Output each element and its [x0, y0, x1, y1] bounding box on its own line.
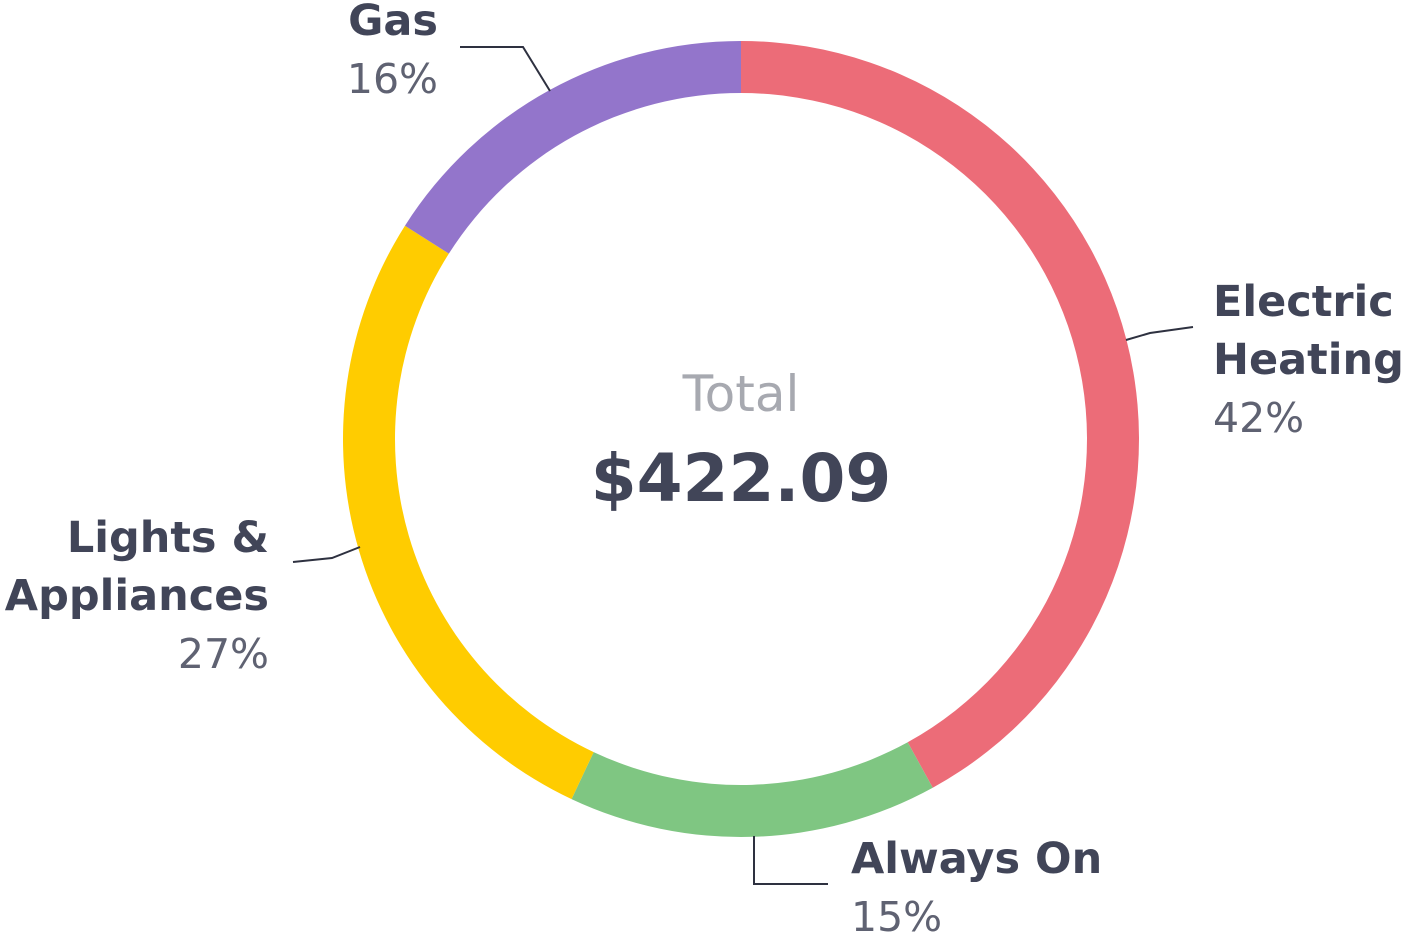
leader-line-lights-and-appliances: [293, 547, 360, 562]
leader-line-electric-heating: [1126, 327, 1193, 340]
donut-slices: [343, 41, 1139, 837]
slice-label-line: Appliances: [5, 571, 269, 621]
slice-label-line: Lights &: [67, 513, 269, 563]
slice-percent-gas: 16%: [347, 55, 438, 103]
slice-label-lights-and-appliances: Lights & Appliances: [5, 513, 269, 621]
slice-gas: [405, 41, 741, 254]
slice-label-line: Heating: [1213, 335, 1401, 385]
slice-label-line: Electric: [1213, 277, 1394, 327]
slice-always-on: [572, 742, 933, 837]
slice-percent-electric-heating: 42%: [1213, 394, 1304, 442]
slice-label-gas: Gas: [348, 0, 438, 46]
slice-label-line: Always On: [851, 834, 1102, 884]
slice-label-line: Gas: [348, 0, 438, 46]
slice-label-always-on: Always On: [851, 834, 1102, 884]
slice-label-electric-heating: Electric Heating: [1213, 277, 1401, 385]
center-caption: Total: [682, 365, 800, 423]
slice-lights-and-appliances: [343, 226, 594, 799]
slice-percent-always-on: 15%: [851, 893, 942, 935]
leader-line-gas: [460, 47, 550, 91]
slice-electric-heating: [741, 41, 1139, 788]
center-total-value: $422.09: [591, 440, 892, 517]
slice-percent-lights-and-appliances: 27%: [178, 630, 269, 678]
leader-line-always-on: [754, 836, 828, 884]
